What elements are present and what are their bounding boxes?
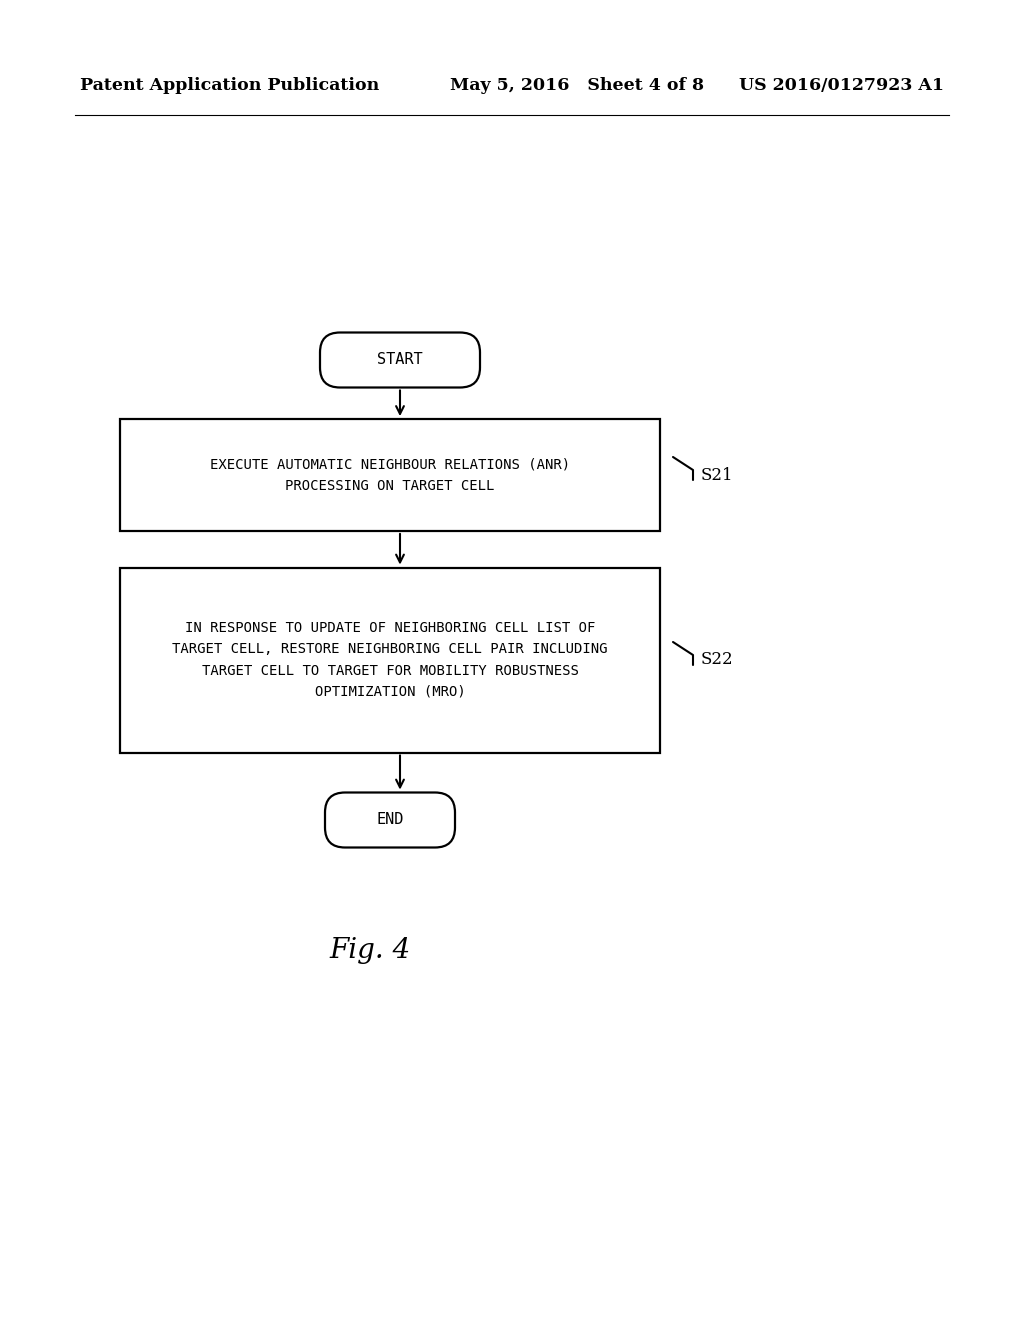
FancyBboxPatch shape (319, 333, 480, 388)
Text: Patent Application Publication: Patent Application Publication (80, 77, 379, 94)
Text: IN RESPONSE TO UPDATE OF NEIGHBORING CELL LIST OF
TARGET CELL, RESTORE NEIGHBORI: IN RESPONSE TO UPDATE OF NEIGHBORING CEL… (172, 622, 608, 698)
Text: EXECUTE AUTOMATIC NEIGHBOUR RELATIONS (ANR)
PROCESSING ON TARGET CELL: EXECUTE AUTOMATIC NEIGHBOUR RELATIONS (A… (210, 457, 570, 492)
Text: S21: S21 (701, 466, 733, 483)
Bar (120, 418, 660, 531)
FancyBboxPatch shape (325, 792, 455, 847)
Text: END: END (376, 813, 403, 828)
Bar (120, 568, 660, 752)
Text: START: START (377, 352, 423, 367)
Text: Fig. 4: Fig. 4 (330, 936, 411, 964)
Text: S22: S22 (701, 652, 733, 668)
Text: May 5, 2016   Sheet 4 of 8: May 5, 2016 Sheet 4 of 8 (450, 77, 705, 94)
Text: US 2016/0127923 A1: US 2016/0127923 A1 (739, 77, 944, 94)
